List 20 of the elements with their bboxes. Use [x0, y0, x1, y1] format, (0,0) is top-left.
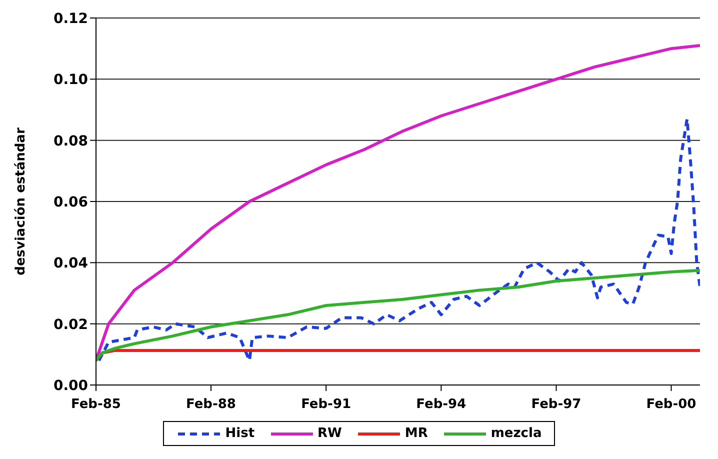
y-axis-title: desviación estándar: [14, 127, 29, 276]
line-series: [97, 117, 700, 362]
y-tick-label: 0.10: [53, 72, 88, 88]
x-tick-label: Feb-91: [301, 397, 352, 412]
x-tick-label: Feb-97: [531, 397, 582, 412]
y-tick-label: 0.00: [53, 378, 88, 394]
y-tick-label: 0.08: [53, 133, 88, 150]
legend-label: RW: [318, 426, 342, 441]
x-tick-label: Feb-88: [186, 397, 236, 412]
x-tick-label: Feb-94: [416, 397, 466, 412]
line-series: [96, 268, 700, 362]
y-tick-label: 0.12: [53, 10, 88, 27]
x-tick-label: Feb-00: [646, 397, 696, 412]
legend-label: Hist: [225, 426, 255, 441]
y-tick-label: 0.02: [53, 316, 88, 333]
legend-label: MR: [404, 426, 428, 441]
y-tick-label: 0.04: [53, 256, 88, 272]
y-tick-label: 0.06: [53, 194, 88, 210]
x-tick-label: Feb-85: [71, 397, 121, 412]
legend-label: mezcla: [490, 426, 542, 441]
